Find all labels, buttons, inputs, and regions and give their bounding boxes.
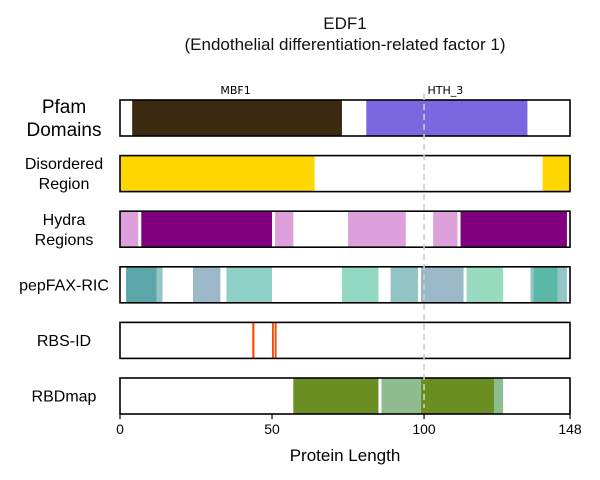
- track-label-5: RBDmap: [32, 389, 97, 406]
- track-4-frame: [119, 321, 571, 360]
- track-3-segment-6: [421, 266, 464, 303]
- track-3-segment-4: [341, 266, 379, 303]
- x-tick-label-1: 50: [264, 421, 280, 437]
- track-3-segment-9: [533, 266, 558, 303]
- track-3-segment-7: [466, 266, 504, 303]
- track-4: RBS-ID: [37, 321, 571, 360]
- track-label-3: pepFAX-RIC: [19, 277, 109, 294]
- track-3-segment-5: [390, 266, 418, 303]
- x-axis-label: Protein Length: [290, 446, 401, 465]
- track-3-segment-8: [530, 266, 534, 303]
- track-0-segment-1: [366, 100, 528, 136]
- track-3-segment-10: [557, 266, 567, 303]
- track-2-segment-1: [141, 211, 273, 248]
- chart-title: EDF1: [323, 14, 366, 33]
- x-tick-label-2: 100: [412, 421, 436, 437]
- track-5-segment-1: [381, 378, 422, 414]
- track-5: RBDmap: [32, 377, 571, 415]
- track-3-segment-2: [192, 266, 221, 303]
- track-4-segment-0: [252, 322, 255, 359]
- track-4-segment-1: [272, 322, 274, 359]
- track-label-0: Pfam Domains: [27, 97, 102, 141]
- track-5-frame: [119, 377, 571, 415]
- track-0: Pfam Domains MBF1 HTH_3: [27, 84, 571, 141]
- track-1-segment-1: [542, 155, 570, 192]
- track-2-segment-3: [348, 211, 406, 248]
- track-5-segment-3: [493, 378, 504, 414]
- track-5-segment-2: [421, 378, 494, 414]
- track-3-segment-3: [226, 266, 273, 303]
- track-3-segment-0: [126, 266, 157, 303]
- track-3-segment-1: [156, 266, 163, 303]
- x-tick-label-3: 148: [558, 421, 582, 437]
- track-5-segment-0: [293, 378, 379, 414]
- annotation-1: HTH_3: [427, 84, 463, 97]
- track-0-segment-0: [132, 100, 342, 136]
- track-2-frame: [119, 210, 571, 248]
- track-1-segment-0: [120, 155, 315, 192]
- annotation-0: MBF1: [220, 84, 250, 97]
- tracks-group: Pfam Domains MBF1 HTH_3 Disordered Region Hydr…: [19, 84, 571, 415]
- track-3-frame: [119, 265, 571, 304]
- chart-subtitle: (Endothelial differentiation-related fac…: [185, 35, 506, 54]
- track-0-frame: [119, 99, 571, 137]
- track-3: pepFAX-RIC: [19, 265, 571, 304]
- track-2-segment-0: [120, 211, 139, 248]
- track-2-segment-4: [433, 211, 458, 248]
- track-2-segment-2: [275, 211, 294, 248]
- track-2: Hydra Regions: [35, 210, 571, 249]
- x-axis: 0 50 100 148: [116, 414, 582, 437]
- track-1: Disordered Region: [25, 154, 571, 193]
- track-label-1: Disordered Region: [25, 156, 103, 193]
- track-2-segment-5: [460, 211, 567, 248]
- track-4-segment-2: [274, 322, 277, 359]
- track-label-2: Hydra Regions: [35, 212, 94, 249]
- track-label-4: RBS-ID: [37, 333, 91, 350]
- x-tick-label-0: 0: [116, 421, 124, 437]
- track-1-frame: [119, 154, 571, 193]
